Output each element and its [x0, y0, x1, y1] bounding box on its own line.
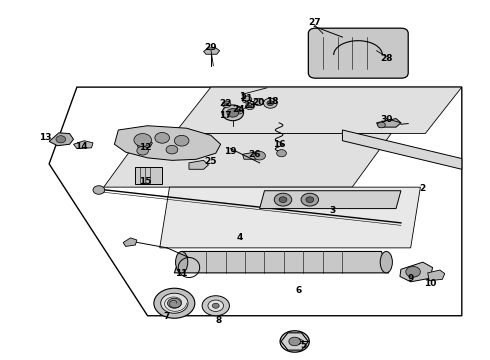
Circle shape: [93, 186, 105, 194]
Circle shape: [377, 122, 385, 128]
Ellipse shape: [380, 251, 392, 273]
Circle shape: [264, 98, 277, 108]
Polygon shape: [203, 48, 220, 54]
Bar: [135, 167, 162, 184]
Circle shape: [301, 193, 318, 206]
Polygon shape: [174, 251, 389, 273]
Text: 12: 12: [139, 143, 151, 152]
Circle shape: [267, 101, 274, 106]
Polygon shape: [189, 160, 208, 169]
Circle shape: [202, 296, 229, 316]
Text: 21: 21: [240, 94, 253, 103]
Text: 20: 20: [252, 98, 264, 107]
Circle shape: [248, 105, 252, 108]
Text: 15: 15: [139, 177, 151, 186]
Circle shape: [134, 134, 151, 147]
FancyBboxPatch shape: [308, 28, 408, 78]
Polygon shape: [137, 140, 152, 147]
Text: 24: 24: [232, 105, 245, 114]
Circle shape: [406, 266, 420, 277]
Circle shape: [235, 108, 244, 114]
Polygon shape: [243, 152, 260, 159]
Polygon shape: [428, 270, 445, 281]
Text: 29: 29: [205, 43, 217, 52]
Text: 17: 17: [219, 111, 232, 120]
Circle shape: [242, 96, 252, 103]
Text: 3: 3: [330, 206, 336, 215]
Circle shape: [280, 331, 309, 352]
Polygon shape: [160, 187, 420, 248]
Circle shape: [254, 152, 266, 160]
Circle shape: [166, 145, 178, 154]
Circle shape: [245, 103, 254, 110]
Circle shape: [289, 337, 300, 346]
Circle shape: [254, 99, 264, 106]
Circle shape: [224, 103, 228, 106]
Text: 23: 23: [244, 101, 256, 110]
Text: 26: 26: [248, 150, 261, 159]
Circle shape: [56, 136, 66, 143]
Circle shape: [306, 197, 314, 203]
Text: 30: 30: [380, 116, 392, 125]
Text: 2: 2: [420, 184, 426, 193]
Text: 25: 25: [205, 157, 217, 166]
Circle shape: [168, 298, 181, 308]
Polygon shape: [104, 134, 391, 187]
Text: 14: 14: [75, 142, 88, 151]
Circle shape: [222, 101, 231, 108]
Text: 8: 8: [215, 315, 221, 324]
Circle shape: [161, 293, 188, 313]
Text: 16: 16: [273, 140, 285, 149]
Circle shape: [227, 109, 239, 117]
Circle shape: [174, 135, 189, 146]
Text: 6: 6: [295, 286, 302, 295]
Circle shape: [154, 288, 195, 318]
Circle shape: [212, 303, 219, 308]
Circle shape: [208, 300, 223, 311]
Polygon shape: [343, 130, 462, 169]
Text: 28: 28: [380, 54, 392, 63]
Polygon shape: [123, 238, 137, 247]
Polygon shape: [376, 118, 401, 127]
Text: 27: 27: [308, 18, 320, 27]
Text: 5: 5: [300, 341, 307, 350]
Circle shape: [274, 193, 292, 206]
Text: 13: 13: [39, 132, 51, 141]
Circle shape: [279, 197, 287, 203]
Polygon shape: [260, 191, 401, 208]
Polygon shape: [400, 262, 433, 282]
Polygon shape: [74, 141, 93, 149]
Circle shape: [237, 109, 241, 112]
Polygon shape: [49, 87, 462, 316]
Polygon shape: [115, 126, 220, 160]
Polygon shape: [174, 87, 462, 134]
Text: 11: 11: [175, 269, 188, 278]
Circle shape: [137, 147, 148, 155]
Text: 4: 4: [237, 233, 244, 242]
Circle shape: [155, 132, 170, 143]
Text: 7: 7: [164, 312, 170, 321]
Text: 19: 19: [224, 147, 237, 156]
Ellipse shape: [175, 251, 188, 273]
Text: 22: 22: [219, 99, 232, 108]
Circle shape: [222, 105, 244, 121]
Text: 10: 10: [424, 279, 436, 288]
Text: 1: 1: [240, 91, 245, 100]
Circle shape: [277, 150, 287, 157]
Polygon shape: [49, 133, 74, 146]
Text: 9: 9: [408, 274, 414, 283]
Text: 18: 18: [266, 97, 278, 106]
